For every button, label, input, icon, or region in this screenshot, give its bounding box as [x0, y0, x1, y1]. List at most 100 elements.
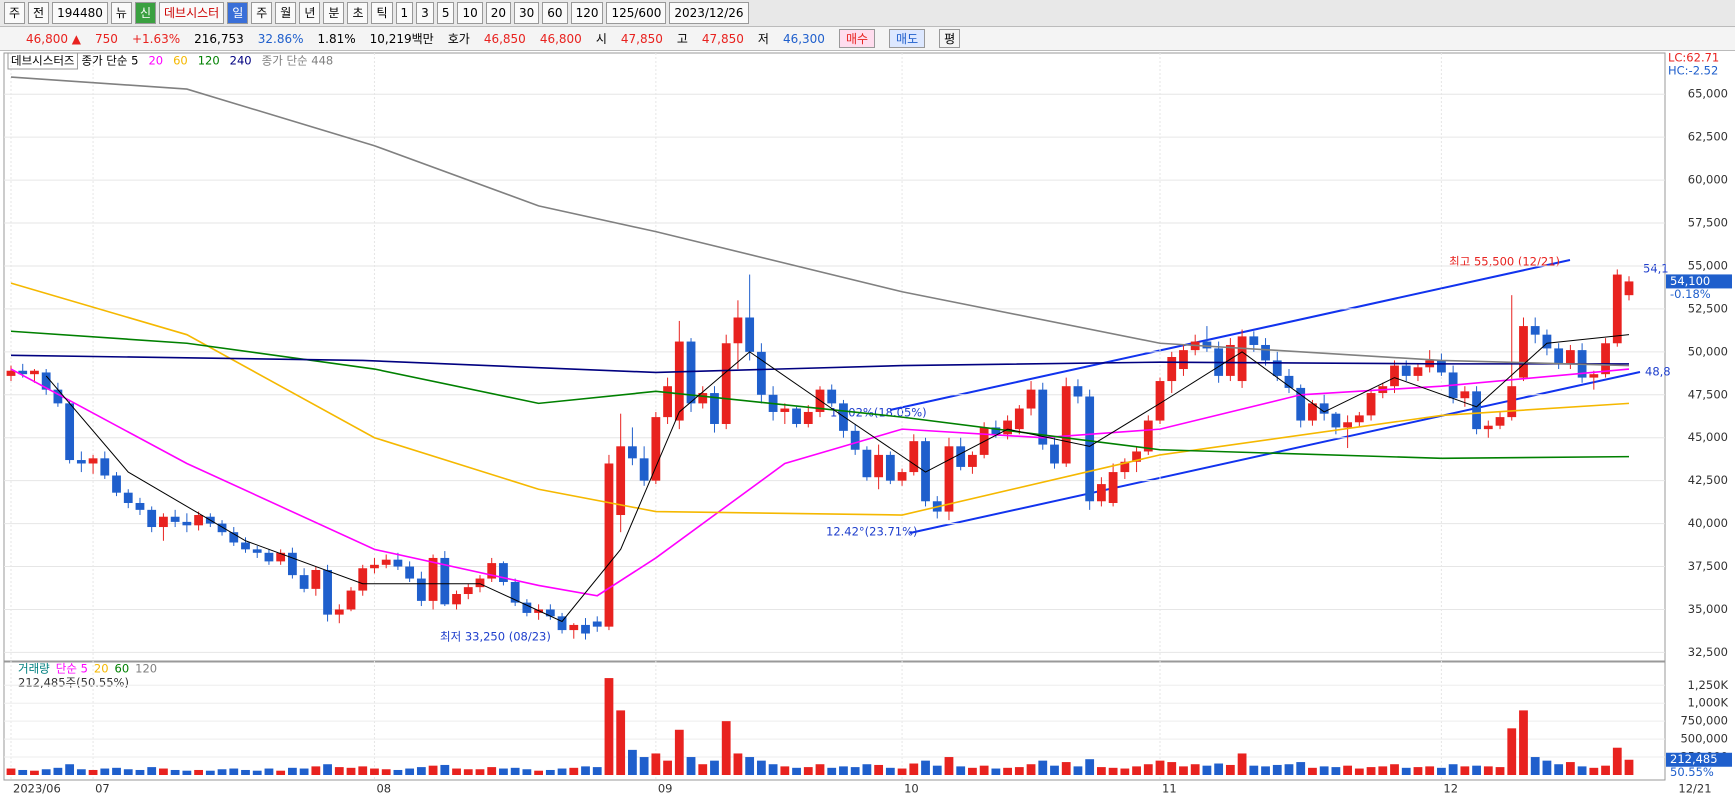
toolbar-item[interactable]: 주: [4, 2, 26, 24]
toolbar-item[interactable]: 1: [395, 2, 414, 24]
y-tick-label: 62,500: [1688, 130, 1728, 144]
volume-bar: [393, 769, 403, 775]
low: 46,300: [782, 31, 825, 46]
volume-bar: [1554, 764, 1564, 775]
volume-bar: [205, 770, 215, 775]
volume-bar: [1437, 767, 1446, 775]
candle-body: [41, 372, 51, 390]
sell-button[interactable]: 매도: [889, 29, 926, 48]
candle-body: [885, 454, 895, 481]
legend-entry: 종가 단순 448: [262, 54, 334, 68]
toolbar-item[interactable]: 194480: [52, 2, 108, 24]
toolbar-item[interactable]: 60: [542, 2, 568, 24]
volume-bar: [1565, 762, 1575, 775]
toolbar-item[interactable]: 120: [570, 2, 604, 24]
toolbar-item[interactable]: 뉴: [110, 2, 132, 24]
candle-body: [135, 502, 145, 510]
ma-line: [10, 354, 1629, 374]
candle-body: [639, 458, 649, 481]
candle-body: [874, 454, 884, 478]
toolbar-item[interactable]: 전: [28, 2, 50, 24]
candle-body: [510, 581, 520, 603]
volume-bar: [229, 768, 239, 775]
high-label: 고: [676, 32, 688, 46]
candle-body: [592, 621, 602, 627]
candle-body: [698, 393, 708, 404]
buy-button[interactable]: 매수: [838, 29, 876, 48]
turnover: 1.81%: [317, 31, 356, 46]
candle-body: [1319, 403, 1329, 414]
toolbar-item[interactable]: 일: [227, 2, 249, 24]
candle-body: [604, 463, 614, 627]
toolbar-item[interactable]: 125/600: [606, 2, 667, 24]
volume-bar: [276, 770, 286, 775]
toolbar-item[interactable]: 년: [299, 2, 321, 24]
volume-bar: [545, 769, 555, 775]
open: 47,850: [620, 31, 663, 46]
candle-body: [792, 408, 801, 424]
candle-body: [1460, 391, 1470, 399]
toolbar-item[interactable]: 데브시스터: [159, 2, 225, 24]
bid: 46,800: [539, 31, 582, 46]
candle-body: [557, 616, 567, 631]
volume-bar: [780, 766, 790, 775]
y-tick-label: 32,500: [1688, 645, 1728, 659]
candle-body: [1366, 393, 1376, 416]
volume-bar: [1050, 765, 1059, 775]
candle-body: [522, 602, 532, 613]
toolbar-item[interactable]: 2023/12/26: [669, 2, 749, 24]
volume-bar: [710, 760, 719, 775]
toolbar-item[interactable]: 틱: [371, 2, 393, 24]
vol-rate: 32.86%: [257, 31, 304, 46]
volume-legend: 단순 5: [56, 662, 88, 676]
candle-body: [405, 566, 415, 579]
volume-bar: [18, 769, 28, 775]
toolbar-item[interactable]: 10: [457, 2, 483, 24]
x-tick-label: 11: [1162, 782, 1177, 796]
volume-bar: [991, 768, 1001, 775]
toolbar-item[interactable]: 20: [485, 2, 512, 24]
volume-bar: [1085, 759, 1095, 775]
legend-title: 데브시스터즈: [11, 54, 74, 68]
toolbar-item[interactable]: 분: [323, 2, 345, 24]
volume-bar: [440, 764, 450, 775]
volume-box: [1666, 752, 1732, 767]
candle-body: [1612, 274, 1622, 344]
volume-bar: [65, 764, 75, 775]
candle-body: [1472, 391, 1481, 430]
candle-body: [628, 446, 637, 459]
candle-body: [1073, 386, 1083, 397]
toolbar-item[interactable]: 초: [347, 2, 369, 24]
volume-bar: [1167, 762, 1177, 775]
toolbar-item[interactable]: 5: [436, 2, 455, 24]
candle-body: [499, 563, 508, 582]
toolbar-item[interactable]: 주: [251, 2, 273, 24]
volume-bar: [1179, 766, 1188, 775]
volume-bar: [217, 769, 227, 775]
high: 47,850: [701, 31, 744, 46]
toolbar-item[interactable]: 월: [275, 2, 297, 24]
toolbar-item[interactable]: 30: [514, 2, 540, 24]
candle-body: [1354, 415, 1364, 423]
volume-bar: [147, 767, 157, 775]
volume-bar: [1495, 767, 1505, 775]
ma-line: [10, 282, 1630, 516]
indicator: HC:-2.52: [1668, 64, 1718, 78]
toolbar-item[interactable]: 신: [134, 2, 156, 24]
volume-bar: [1120, 768, 1130, 775]
volume-bar: [909, 763, 919, 775]
candle-body: [1554, 348, 1564, 364]
candle-body: [1284, 375, 1294, 388]
candle-body: [956, 446, 966, 467]
volume-bar: [135, 769, 145, 775]
candle-body: [241, 542, 250, 550]
avg-button[interactable]: 평: [939, 29, 961, 48]
low-label: 저: [757, 32, 769, 46]
candle-body: [1542, 334, 1552, 349]
volume-bar: [88, 769, 98, 775]
candle-body: [991, 427, 1001, 435]
amount: 10,219백만: [369, 32, 434, 46]
toolbar-item[interactable]: 3: [416, 2, 434, 24]
volume-bar: [1472, 765, 1481, 775]
volume-rate: 50.55%: [1670, 765, 1714, 779]
